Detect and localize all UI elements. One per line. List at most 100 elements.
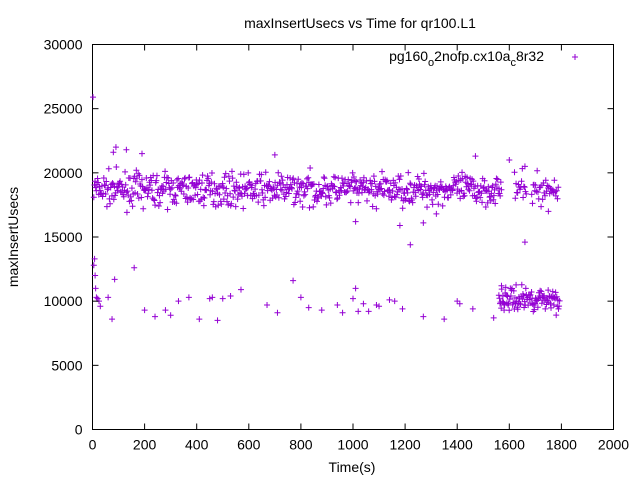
data-point	[155, 202, 162, 209]
data-point	[356, 185, 363, 192]
data-point	[434, 191, 441, 198]
data-point	[134, 191, 141, 198]
data-point	[138, 176, 145, 183]
data-point	[503, 292, 510, 299]
data-point	[319, 190, 326, 197]
data-point	[118, 181, 125, 188]
data-point	[122, 181, 129, 188]
data-point	[490, 192, 497, 199]
data-point	[239, 183, 246, 190]
data-point	[368, 186, 375, 193]
data-point	[426, 191, 433, 198]
data-point	[97, 187, 104, 194]
data-point	[179, 181, 186, 188]
data-point	[141, 307, 148, 314]
data-point	[527, 291, 534, 298]
data-point	[362, 187, 369, 194]
data-point	[360, 174, 367, 181]
data-point	[447, 191, 454, 198]
data-point	[346, 183, 353, 190]
data-point	[225, 173, 232, 180]
data-point	[220, 184, 227, 191]
data-point	[297, 198, 304, 205]
data-point	[555, 184, 562, 191]
data-point	[417, 186, 424, 193]
data-point	[92, 285, 99, 292]
data-point	[225, 201, 232, 208]
data-point	[344, 188, 351, 195]
data-point	[157, 199, 164, 206]
data-point	[330, 173, 337, 180]
data-point	[352, 218, 359, 225]
data-point	[167, 191, 174, 198]
data-point	[276, 179, 283, 186]
data-point	[321, 175, 328, 182]
data-point	[248, 182, 255, 189]
data-point	[373, 302, 380, 309]
data-point	[90, 194, 97, 201]
data-point	[292, 199, 299, 206]
data-point	[152, 313, 159, 320]
data-point	[520, 292, 527, 299]
data-point	[392, 179, 399, 186]
data-point	[275, 169, 282, 176]
data-point	[264, 302, 271, 309]
data-point	[539, 196, 546, 203]
data-point	[493, 175, 500, 182]
data-point	[230, 194, 237, 201]
data-point	[223, 198, 230, 205]
data-point	[360, 179, 367, 186]
data-point	[318, 193, 325, 200]
data-point	[372, 183, 379, 190]
data-point	[553, 312, 560, 319]
data-point	[329, 182, 336, 189]
legend-label-subscript-1: o	[428, 57, 434, 69]
legend-marker-symbol	[572, 54, 578, 60]
data-point	[299, 203, 306, 210]
data-point	[385, 193, 392, 200]
data-point	[123, 209, 130, 216]
data-point	[232, 187, 239, 194]
data-point	[219, 180, 226, 187]
data-point	[481, 177, 488, 184]
data-point	[192, 192, 199, 199]
data-point	[419, 191, 426, 198]
data-point	[439, 202, 446, 209]
data-point	[117, 178, 124, 185]
x-tick-label: 1200	[390, 437, 421, 453]
data-point	[394, 191, 401, 198]
data-point	[472, 195, 479, 202]
data-point	[123, 146, 130, 153]
data-point	[124, 188, 131, 195]
data-point	[144, 193, 151, 200]
data-point	[133, 175, 140, 182]
data-point	[208, 170, 215, 177]
data-point	[237, 286, 244, 293]
data-point	[333, 189, 340, 196]
data-point	[220, 196, 227, 203]
data-point	[209, 294, 216, 301]
data-point	[498, 305, 505, 312]
data-point	[307, 165, 314, 172]
data-point	[332, 174, 339, 181]
data-point	[506, 157, 513, 163]
data-point	[324, 183, 331, 190]
data-point	[514, 189, 521, 196]
data-point	[160, 183, 167, 190]
data-point	[548, 304, 555, 311]
data-point	[285, 190, 292, 197]
data-point	[458, 187, 465, 194]
data-point	[347, 183, 354, 190]
data-point	[547, 300, 554, 307]
data-point	[545, 287, 552, 294]
data-point	[110, 196, 117, 203]
data-point	[352, 285, 359, 292]
data-point	[528, 288, 535, 295]
data-point	[201, 195, 208, 202]
data-point	[262, 194, 269, 201]
data-point	[500, 299, 507, 306]
data-point	[466, 187, 473, 194]
data-point	[102, 191, 109, 198]
data-point	[554, 195, 561, 202]
data-point	[99, 193, 106, 200]
